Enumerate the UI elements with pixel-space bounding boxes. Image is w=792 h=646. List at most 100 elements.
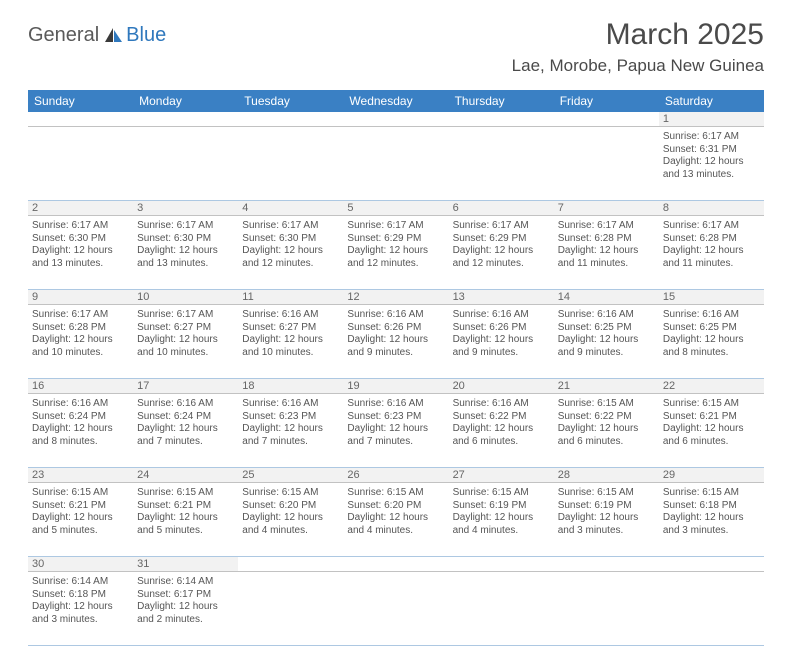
date-number-strip: 3031 xyxy=(28,557,764,572)
sunset-line: Sunset: 6:31 PM xyxy=(663,144,760,157)
sunset-line: Sunset: 6:29 PM xyxy=(347,233,444,246)
sunset-line: Sunset: 6:24 PM xyxy=(137,411,234,424)
date-number: 6 xyxy=(449,201,554,215)
day-cell: Sunrise: 6:17 AMSunset: 6:29 PMDaylight:… xyxy=(449,216,554,289)
day-cell-body: Sunrise: 6:14 AMSunset: 6:18 PMDaylight:… xyxy=(32,574,129,626)
sunrise-line: Sunrise: 6:15 AM xyxy=(347,487,444,500)
date-number: 9 xyxy=(28,290,133,304)
sunset-line: Sunset: 6:20 PM xyxy=(347,500,444,513)
logo-sail-icon xyxy=(103,27,123,45)
sunrise-line: Sunrise: 6:17 AM xyxy=(453,220,550,233)
date-number: 27 xyxy=(449,468,554,482)
date-number xyxy=(343,112,448,126)
sunset-line: Sunset: 6:18 PM xyxy=(663,500,760,513)
sunset-line: Sunset: 6:19 PM xyxy=(558,500,655,513)
date-number xyxy=(659,557,764,571)
day-cell: Sunrise: 6:15 AMSunset: 6:20 PMDaylight:… xyxy=(238,483,343,556)
day-cell: Sunrise: 6:14 AMSunset: 6:17 PMDaylight:… xyxy=(133,572,238,645)
day-cell-body: Sunrise: 6:15 AMSunset: 6:20 PMDaylight:… xyxy=(347,485,444,537)
daylight-line: Daylight: 12 hours and 13 minutes. xyxy=(32,245,129,270)
week-row: Sunrise: 6:14 AMSunset: 6:18 PMDaylight:… xyxy=(28,572,764,646)
sunset-line: Sunset: 6:20 PM xyxy=(242,500,339,513)
dow-cell: Sunday xyxy=(28,90,133,112)
sunrise-line: Sunrise: 6:17 AM xyxy=(32,220,129,233)
sunrise-line: Sunrise: 6:16 AM xyxy=(32,398,129,411)
week-row: Sunrise: 6:17 AMSunset: 6:28 PMDaylight:… xyxy=(28,305,764,379)
date-number: 16 xyxy=(28,379,133,393)
date-number: 22 xyxy=(659,379,764,393)
sunrise-line: Sunrise: 6:17 AM xyxy=(347,220,444,233)
day-cell-body: Sunrise: 6:17 AMSunset: 6:30 PMDaylight:… xyxy=(242,218,339,270)
dow-row: SundayMondayTuesdayWednesdayThursdayFrid… xyxy=(28,90,764,112)
daylight-line: Daylight: 12 hours and 7 minutes. xyxy=(347,423,444,448)
sunrise-line: Sunrise: 6:17 AM xyxy=(137,309,234,322)
week-row: Sunrise: 6:17 AMSunset: 6:31 PMDaylight:… xyxy=(28,127,764,201)
date-number: 31 xyxy=(133,557,238,571)
day-cell: Sunrise: 6:17 AMSunset: 6:30 PMDaylight:… xyxy=(28,216,133,289)
day-cell-body: Sunrise: 6:15 AMSunset: 6:20 PMDaylight:… xyxy=(242,485,339,537)
day-cell xyxy=(449,127,554,200)
sunset-line: Sunset: 6:21 PM xyxy=(663,411,760,424)
day-cell-body: Sunrise: 6:17 AMSunset: 6:30 PMDaylight:… xyxy=(137,218,234,270)
day-cell xyxy=(28,127,133,200)
day-cell-body: Sunrise: 6:15 AMSunset: 6:19 PMDaylight:… xyxy=(558,485,655,537)
sunset-line: Sunset: 6:30 PM xyxy=(242,233,339,246)
day-cell-body: Sunrise: 6:16 AMSunset: 6:22 PMDaylight:… xyxy=(453,396,550,448)
sunrise-line: Sunrise: 6:17 AM xyxy=(558,220,655,233)
day-cell-body: Sunrise: 6:16 AMSunset: 6:23 PMDaylight:… xyxy=(242,396,339,448)
sunrise-line: Sunrise: 6:14 AM xyxy=(32,576,129,589)
daylight-line: Daylight: 12 hours and 2 minutes. xyxy=(137,601,234,626)
day-cell: Sunrise: 6:15 AMSunset: 6:22 PMDaylight:… xyxy=(554,394,659,467)
logo-text-blue: Blue xyxy=(126,24,166,47)
sunrise-line: Sunrise: 6:17 AM xyxy=(32,309,129,322)
date-number: 13 xyxy=(449,290,554,304)
sunset-line: Sunset: 6:21 PM xyxy=(32,500,129,513)
sunset-line: Sunset: 6:17 PM xyxy=(137,589,234,602)
day-cell-body: Sunrise: 6:17 AMSunset: 6:28 PMDaylight:… xyxy=(558,218,655,270)
date-number-strip: 23242526272829 xyxy=(28,468,764,483)
day-cell-body: Sunrise: 6:16 AMSunset: 6:26 PMDaylight:… xyxy=(347,307,444,359)
day-cell xyxy=(343,127,448,200)
sunrise-line: Sunrise: 6:16 AM xyxy=(242,309,339,322)
sunset-line: Sunset: 6:29 PM xyxy=(453,233,550,246)
week-row: Sunrise: 6:16 AM Sunset: 6:24 PM Daylight:… xyxy=(28,394,764,468)
date-number: 21 xyxy=(554,379,659,393)
date-number: 2 xyxy=(28,201,133,215)
day-cell xyxy=(133,127,238,200)
daylight-line: Daylight: 12 hours and 5 minutes. xyxy=(137,512,234,537)
day-cell-body: Sunrise: 6:16 AMSunset: 6:23 PMDaylight:… xyxy=(347,396,444,448)
date-number xyxy=(449,557,554,571)
date-number: 8 xyxy=(659,201,764,215)
dow-cell: Friday xyxy=(554,90,659,112)
day-cell xyxy=(659,572,764,645)
location: Lae, Morobe, Papua New Guinea xyxy=(512,56,764,76)
date-number: 3 xyxy=(133,201,238,215)
day-cell: Sunrise: 6:15 AMSunset: 6:19 PMDaylight:… xyxy=(449,483,554,556)
daylight-line: Daylight: 12 hours and 6 minutes. xyxy=(453,423,550,448)
sunset-line: Sunset: 6:28 PM xyxy=(32,322,129,335)
sunrise-line: Sunrise: 6:17 AM xyxy=(663,131,760,144)
day-cell: Sunrise: 6:16 AMSunset: 6:25 PMDaylight:… xyxy=(659,305,764,378)
day-cell: Sunrise: 6:15 AMSunset: 6:21 PMDaylight:… xyxy=(659,394,764,467)
day-cell-body: Sunrise: 6:15 AMSunset: 6:21 PMDaylight:… xyxy=(32,485,129,537)
sunset-line: Sunset: 6:25 PM xyxy=(558,322,655,335)
daylight-line: Daylight: 12 hours and 12 minutes. xyxy=(453,245,550,270)
date-number xyxy=(449,112,554,126)
sunrise-line: Sunrise: 6:15 AM xyxy=(32,487,129,500)
day-cell: Sunrise: 6:15 AMSunset: 6:21 PMDaylight:… xyxy=(28,483,133,556)
calendar: SundayMondayTuesdayWednesdayThursdayFrid… xyxy=(28,90,764,646)
logo-text-general: General xyxy=(28,24,99,47)
date-number: 23 xyxy=(28,468,133,482)
daylight-line: Daylight: 12 hours and 10 minutes. xyxy=(32,334,129,359)
sunset-line: Sunset: 6:30 PM xyxy=(137,233,234,246)
day-cell-body: Sunrise: 6:16 AMSunset: 6:26 PMDaylight:… xyxy=(453,307,550,359)
sunset-line: Sunset: 6:23 PM xyxy=(347,411,444,424)
date-number xyxy=(554,112,659,126)
day-cell: Sunrise: 6:15 AMSunset: 6:18 PMDaylight:… xyxy=(659,483,764,556)
date-number xyxy=(28,112,133,126)
header: General Blue March 2025 Lae, Morobe, Pap… xyxy=(28,18,764,76)
date-number xyxy=(238,557,343,571)
day-cell-body: Sunrise: 6:17 AMSunset: 6:27 PMDaylight:… xyxy=(137,307,234,359)
date-number: 15 xyxy=(659,290,764,304)
day-cell-body: Sunrise: 6:17 AMSunset: 6:28 PMDaylight:… xyxy=(663,218,760,270)
